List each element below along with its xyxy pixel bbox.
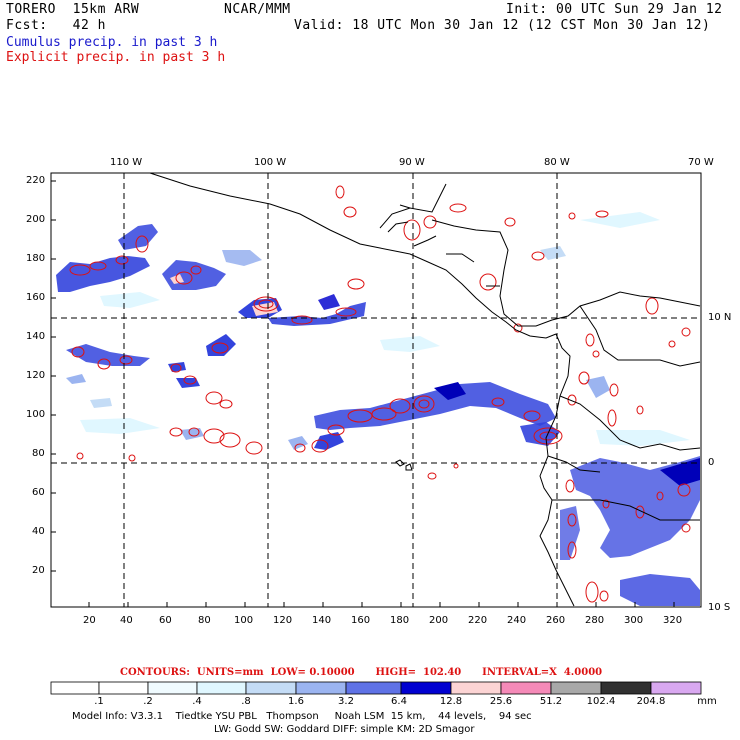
lat-lon-grid xyxy=(51,173,701,607)
y-tick: 140 xyxy=(26,331,46,342)
lat-label-0: 0 xyxy=(708,457,715,468)
cumulus-field-label: Cumulus precip. in past 3 h xyxy=(6,35,218,50)
y-tick: 80 xyxy=(32,448,45,459)
colorbar-unit: mm xyxy=(697,696,717,707)
x-tick: 160 xyxy=(351,615,371,626)
y-tick: 200 xyxy=(26,214,46,225)
colorbar-swatch xyxy=(650,681,702,695)
valid-time: Valid: 18 UTC Mon 30 Jan 12 (12 CST Mon … xyxy=(294,18,711,33)
x-tick: 260 xyxy=(546,615,566,626)
colorbar-swatch xyxy=(500,681,552,695)
colorbar-label: 51.2 xyxy=(539,696,563,707)
colorbar-label: 1.6 xyxy=(288,696,304,707)
forecast-hour: Fcst: 42 h xyxy=(6,18,106,33)
colorbar-swatch xyxy=(147,681,198,695)
y-tick: 220 xyxy=(26,175,46,186)
colorbar-label: .8 xyxy=(241,696,251,707)
x-tick: 300 xyxy=(624,615,644,626)
x-tick: 120 xyxy=(273,615,293,626)
x-tick: 40 xyxy=(120,615,133,626)
lon-label-90w: 90 W xyxy=(399,157,425,168)
y-tick: 120 xyxy=(26,370,46,381)
colorbar-label: .1 xyxy=(94,696,104,707)
x-tick: 320 xyxy=(663,615,683,626)
lon-label-70w: 70 W xyxy=(688,157,714,168)
colorbar-label: 204.8 xyxy=(636,696,666,707)
x-tick: 100 xyxy=(234,615,254,626)
coastlines xyxy=(149,172,701,607)
x-tick: 200 xyxy=(429,615,449,626)
y-tick: 100 xyxy=(26,409,46,420)
lat-label-10s: 10 S xyxy=(708,602,731,613)
contour-info: CONTOURS: UNITS=mm LOW= 0.10000 HIGH= 10… xyxy=(120,667,603,678)
y-tick: 160 xyxy=(26,292,46,303)
colorbar-swatch xyxy=(98,681,149,695)
x-tick: 220 xyxy=(468,615,488,626)
colorbar-label: 3.2 xyxy=(338,696,354,707)
x-tick: 20 xyxy=(83,615,96,626)
lon-label-80w: 80 W xyxy=(544,157,570,168)
colorbar-label: .2 xyxy=(143,696,153,707)
explicit-field-label: Explicit precip. in past 3 h xyxy=(6,50,226,65)
colorbar-label: 6.4 xyxy=(391,696,407,707)
lat-label-10n: 10 N xyxy=(708,312,732,323)
lon-label-100w: 100 W xyxy=(254,157,287,168)
colorbar-label: 25.6 xyxy=(489,696,513,707)
org-label: NCAR/MMM xyxy=(224,2,291,17)
colorbar-label: .4 xyxy=(192,696,202,707)
colorbar-swatch xyxy=(245,681,297,695)
model-info: Model Info: V3.3.1 Tiedtke YSU PBL Thomp… xyxy=(72,711,532,722)
colorbar-label: 12.8 xyxy=(439,696,463,707)
x-tick: 280 xyxy=(585,615,605,626)
x-tick: 80 xyxy=(198,615,211,626)
x-tick: 180 xyxy=(390,615,410,626)
colorbar-swatch xyxy=(550,681,602,695)
x-tick: 240 xyxy=(507,615,527,626)
init-time: Init: 00 UTC Sun 29 Jan 12 xyxy=(506,2,723,17)
y-tick: 40 xyxy=(32,526,45,537)
physics-info: LW: Godd SW: Goddard DIFF: simple KM: 2D… xyxy=(214,724,475,735)
colorbar-label: 102.4 xyxy=(586,696,616,707)
colorbar-swatch xyxy=(50,681,100,695)
colorbar-swatch xyxy=(450,681,502,695)
y-tick: 180 xyxy=(26,253,46,264)
x-tick: 60 xyxy=(159,615,172,626)
colorbar-swatch xyxy=(196,681,247,695)
axis-ticks xyxy=(51,180,675,607)
x-tick: 140 xyxy=(312,615,332,626)
model-title: TORERO 15km ARW xyxy=(6,2,140,17)
colorbar-swatch xyxy=(295,681,347,695)
colorbar-swatch xyxy=(600,681,652,695)
explicit-precip-contours xyxy=(69,185,691,603)
lon-label-110w: 110 W xyxy=(110,157,143,168)
y-tick: 20 xyxy=(32,565,45,576)
y-tick: 60 xyxy=(32,487,45,498)
colorbar xyxy=(50,681,702,695)
colorbar-swatch xyxy=(400,681,452,695)
colorbar-swatch xyxy=(345,681,402,695)
